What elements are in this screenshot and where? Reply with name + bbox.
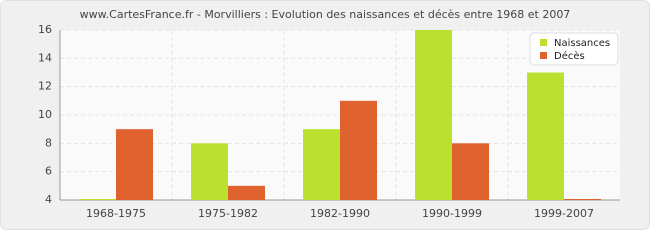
legend-label: Naissances xyxy=(554,38,610,49)
bar xyxy=(452,143,489,200)
y-tick-label: 4 xyxy=(45,193,52,206)
x-tick-label: 1982-1990 xyxy=(310,207,370,220)
bar xyxy=(79,199,116,200)
y-tick-label: 16 xyxy=(38,23,52,36)
bar xyxy=(191,143,228,200)
bar xyxy=(564,199,601,200)
bar xyxy=(340,100,377,200)
bar xyxy=(415,30,452,200)
legend-swatch xyxy=(540,39,547,46)
legend-label: Décès xyxy=(554,50,585,62)
x-tick-label: 1968-1975 xyxy=(86,207,146,220)
y-tick-label: 12 xyxy=(38,80,52,93)
x-tick-label: 1990-1999 xyxy=(422,207,482,220)
legend-swatch xyxy=(540,52,547,59)
chart: www.CartesFrance.fr - Morvilliers : Evol… xyxy=(0,0,650,230)
bar xyxy=(303,129,340,200)
bar xyxy=(527,72,564,200)
y-tick-label: 10 xyxy=(38,108,52,121)
x-tick-label: 1975-1982 xyxy=(198,207,258,220)
bar xyxy=(228,185,265,200)
chart-title: www.CartesFrance.fr - Morvilliers : Evol… xyxy=(80,8,571,21)
y-tick-label: 8 xyxy=(45,136,52,149)
y-tick-label: 14 xyxy=(38,51,52,64)
x-tick-label: 1999-2007 xyxy=(534,207,594,220)
bar xyxy=(116,129,153,200)
y-tick-label: 6 xyxy=(45,165,52,178)
legend-box xyxy=(529,32,619,66)
